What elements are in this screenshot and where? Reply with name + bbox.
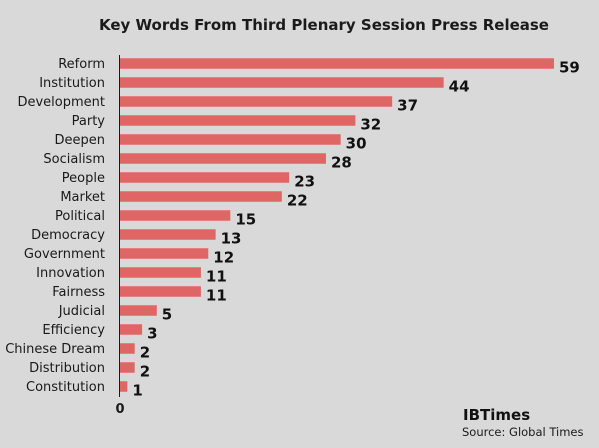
category-labels: Reform Institution Development Party Deepen S… bbox=[5, 57, 105, 395]
bar-judicial bbox=[120, 305, 157, 316]
source-label: Source: Global Times bbox=[462, 425, 584, 439]
bar-chinese-dream bbox=[120, 343, 135, 354]
category-label: Market bbox=[60, 190, 105, 205]
value-label: 15 bbox=[235, 211, 256, 229]
bar-democracy bbox=[120, 229, 216, 240]
category-label: Chinese Dream bbox=[5, 342, 105, 357]
bar-innovation bbox=[120, 267, 201, 278]
bar-reform bbox=[120, 58, 554, 69]
bar-political bbox=[120, 210, 231, 221]
category-label: Distribution bbox=[29, 361, 105, 376]
bar-party bbox=[120, 115, 356, 126]
value-label: 22 bbox=[287, 192, 308, 210]
value-label: 59 bbox=[559, 59, 580, 77]
value-label: 5 bbox=[162, 306, 172, 324]
category-label: Institution bbox=[39, 76, 105, 91]
category-label: Constitution bbox=[26, 380, 105, 395]
value-label: 2 bbox=[140, 363, 150, 381]
category-label: Innovation bbox=[36, 266, 105, 281]
category-label: Democracy bbox=[31, 228, 105, 243]
bar-fairness bbox=[120, 286, 201, 297]
bar-people bbox=[120, 172, 290, 183]
category-label: People bbox=[62, 171, 105, 186]
bars-group bbox=[120, 58, 554, 392]
value-label: 32 bbox=[360, 116, 381, 134]
value-label: 23 bbox=[294, 173, 315, 191]
value-label: 12 bbox=[213, 249, 234, 267]
category-label: Government bbox=[24, 247, 105, 262]
bar-development bbox=[120, 96, 393, 107]
category-label: Deepen bbox=[55, 133, 106, 148]
category-label: Party bbox=[72, 114, 106, 129]
x-tick-label-zero: 0 bbox=[115, 402, 124, 417]
value-label: 30 bbox=[346, 135, 367, 153]
value-label: 11 bbox=[206, 287, 227, 305]
value-label: 2 bbox=[140, 344, 150, 362]
bar-institution bbox=[120, 77, 444, 88]
bar-distribution bbox=[120, 362, 135, 373]
value-label: 44 bbox=[449, 78, 470, 96]
chart-title: Key Words From Third Plenary Session Pre… bbox=[99, 16, 549, 34]
category-label: Socialism bbox=[43, 152, 105, 167]
value-label: 28 bbox=[331, 154, 352, 172]
category-label: Efficiency bbox=[42, 323, 105, 338]
value-label: 13 bbox=[221, 230, 242, 248]
value-label: 1 bbox=[132, 382, 142, 400]
bar-market bbox=[120, 191, 282, 202]
category-label: Reform bbox=[58, 57, 105, 72]
value-label: 37 bbox=[397, 97, 418, 115]
category-label: Development bbox=[17, 95, 105, 110]
value-label: 3 bbox=[147, 325, 157, 343]
category-label: Fairness bbox=[52, 285, 105, 300]
bar-socialism bbox=[120, 153, 326, 164]
bar-government bbox=[120, 248, 209, 259]
category-label: Judicial bbox=[58, 304, 105, 319]
category-label: Political bbox=[55, 209, 105, 224]
bar-constitution bbox=[120, 381, 128, 392]
bar-deepen bbox=[120, 134, 341, 145]
bar-efficiency bbox=[120, 324, 143, 335]
value-label: 11 bbox=[206, 268, 227, 286]
brand-label: IBTimes bbox=[463, 406, 530, 424]
